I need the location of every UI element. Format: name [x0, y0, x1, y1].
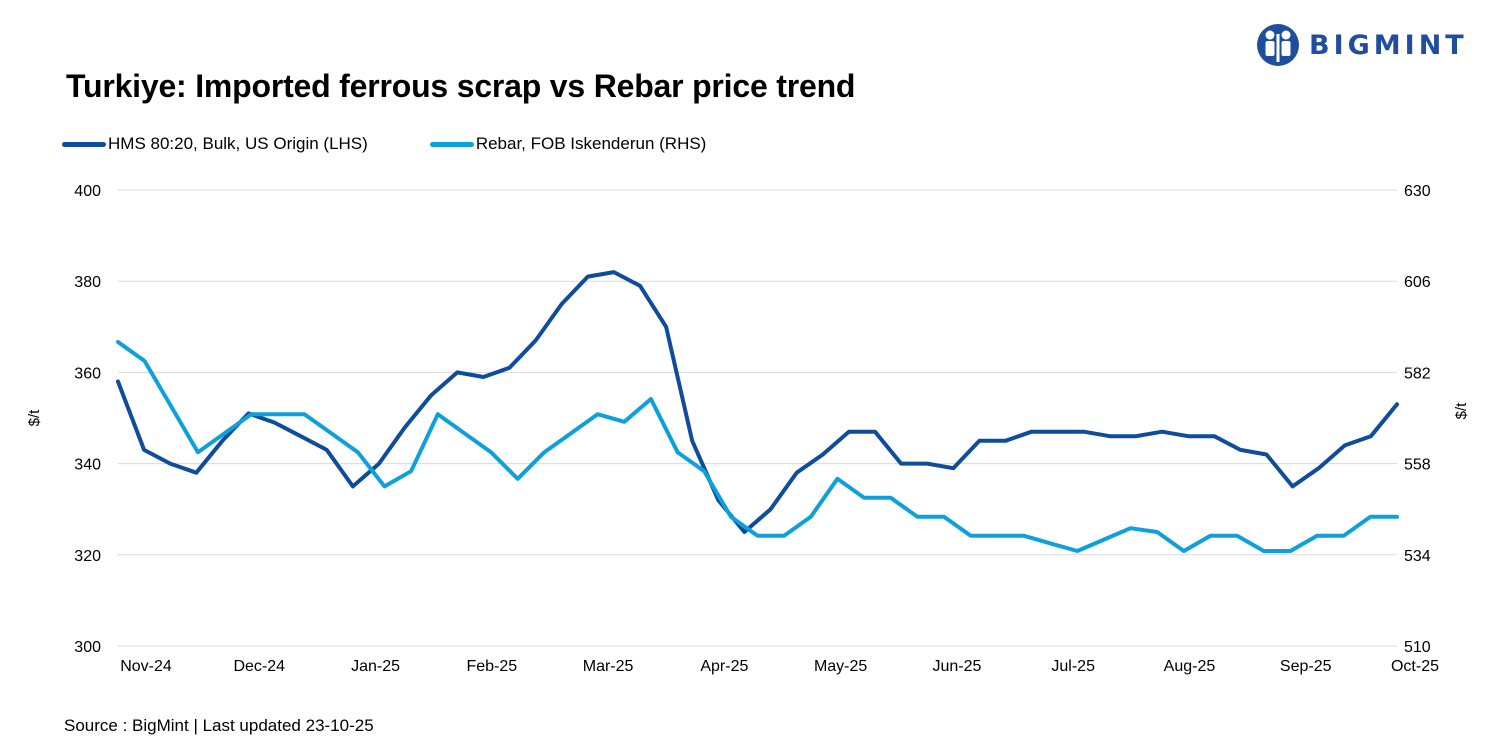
source-note: Source : BigMint | Last updated 23-10-25 — [64, 716, 374, 735]
gridlines — [118, 189, 1397, 647]
y-tick-left: 380 — [74, 274, 101, 291]
bigmint-logo-text: BIGMINT — [1309, 29, 1468, 61]
bigmint-logo: BIGMINT — [1255, 22, 1468, 68]
x-tick-label: Feb-25 — [466, 658, 517, 675]
x-tick-label: Jun-25 — [932, 658, 981, 675]
y-tick-right: 510 — [1404, 639, 1431, 656]
legend-swatch-rebar — [429, 141, 474, 147]
y-tick-right: 630 — [1404, 183, 1431, 200]
y-tick-right: 534 — [1404, 548, 1431, 565]
x-tick-label: Aug-25 — [1164, 658, 1216, 675]
x-tick-label: Jul-25 — [1051, 658, 1095, 675]
legend-item-hms: HMS 80:20, Bulk, US Origin (LHS) — [62, 134, 368, 154]
y-tick-left: 400 — [74, 183, 101, 200]
legend-label-hms: HMS 80:20, Bulk, US Origin (LHS) — [108, 134, 368, 153]
series-lines — [116, 270, 1399, 553]
y-tick-left: 340 — [74, 457, 101, 474]
x-tick-label: Jan-25 — [351, 658, 400, 675]
x-tick-label: Nov-24 — [120, 658, 172, 675]
legend-item-rebar: Rebar, FOB Iskenderun (RHS) — [429, 134, 707, 154]
y-tick-right: 558 — [1404, 457, 1431, 474]
y-tick-right: 606 — [1404, 274, 1431, 291]
series-line-rebar — [116, 340, 1399, 553]
x-tick-label: Apr-25 — [700, 658, 748, 675]
y-axis-title-left: $/t — [26, 409, 43, 427]
y-tick-left: 320 — [74, 548, 101, 565]
x-tick-label: Oct-25 — [1391, 658, 1439, 675]
y-axis-title-right: $/t — [1453, 402, 1470, 420]
legend-label-rebar: Rebar, FOB Iskenderun (RHS) — [475, 134, 707, 153]
chart-title: Turkiye: Imported ferrous scrap vs Rebar… — [66, 68, 856, 104]
y-tick-right: 582 — [1404, 365, 1431, 382]
bigmint-logo-icon — [1257, 24, 1299, 66]
x-tick-label: Dec-24 — [233, 658, 285, 675]
x-tick-label: Sep-25 — [1280, 658, 1332, 675]
x-tick-label: May-25 — [814, 658, 867, 675]
series-line-hms — [116, 270, 1399, 534]
x-tick-label: Mar-25 — [583, 658, 634, 675]
legend-swatch-hms — [62, 141, 106, 147]
legend: HMS 80:20, Bulk, US Origin (LHS) Rebar, … — [62, 134, 768, 154]
y-tick-left: 360 — [74, 365, 101, 382]
axes: 300 510 320 534 340 558 360 582 380 606 400 630 Nov-… — [74, 183, 1439, 675]
y-tick-left: 300 — [74, 639, 101, 656]
